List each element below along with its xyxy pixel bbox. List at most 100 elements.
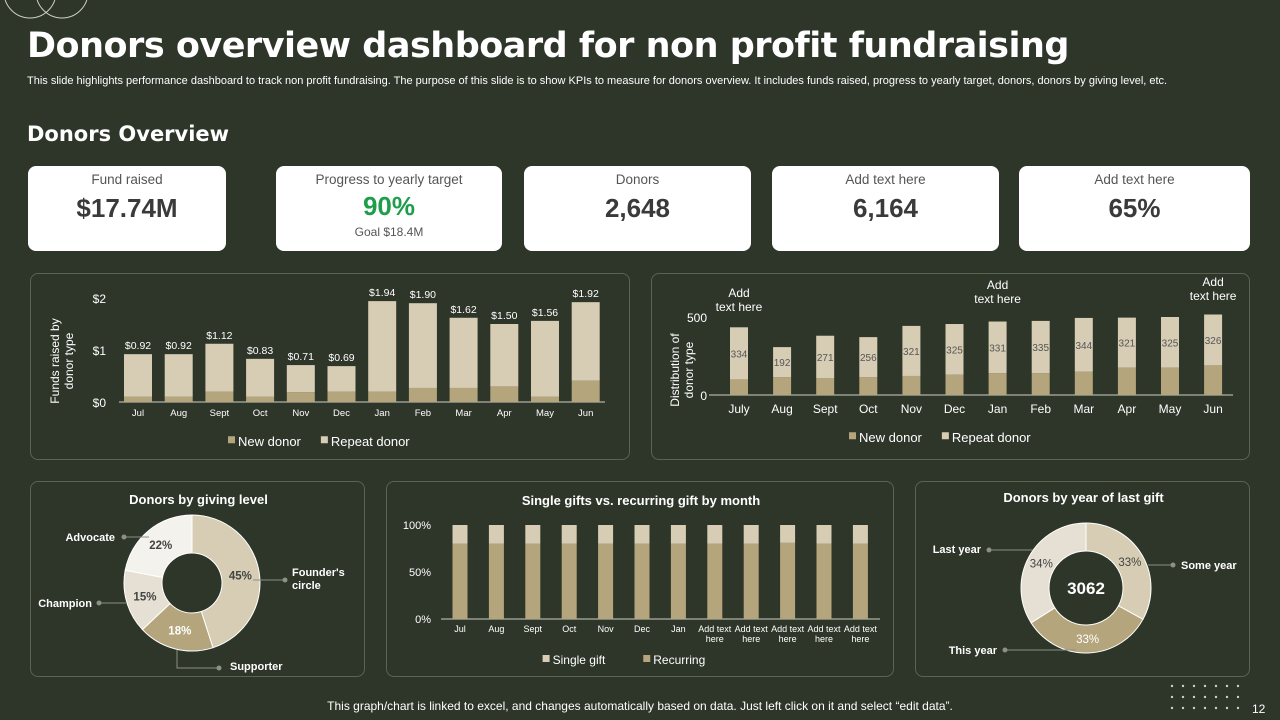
x-tick-line: here: [779, 634, 797, 644]
data-label: 344: [1075, 341, 1092, 352]
y-axis-label-line: Funds raised by: [48, 318, 62, 403]
slice-label: Advocate: [65, 532, 115, 544]
bar-new-donor: [1117, 367, 1136, 395]
bar-new-donor: [902, 375, 921, 395]
data-label: 321: [1119, 339, 1136, 350]
bar-recurring: [561, 543, 577, 619]
annotation-line: text here: [716, 300, 763, 314]
bar-new-donor: [988, 373, 1007, 395]
bar-recurring: [707, 543, 723, 619]
dot: [1236, 684, 1240, 688]
bar-new-donor: [327, 391, 356, 402]
donut-slice: [1085, 522, 1152, 620]
x-tick-line: Add text: [771, 624, 805, 634]
legend-label: Single gift: [553, 653, 606, 667]
bar-repeat-donor: [408, 303, 437, 388]
y-tick-label: $1: [93, 344, 107, 358]
data-label: 326: [1205, 336, 1222, 347]
chart-title: Donors by year of last gift: [1003, 490, 1164, 505]
leader-line: [176, 650, 219, 669]
bar-new-donor: [1031, 373, 1050, 395]
bar-repeat-donor: [730, 327, 748, 380]
y-tick-label: $2: [93, 292, 107, 306]
y-tick-label: 0: [700, 389, 707, 403]
bar-recurring: [816, 543, 832, 619]
bar-new-donor: [816, 377, 835, 395]
leader-dot: [96, 600, 102, 606]
year-of-last-gift-donut: Donors by year of last gift 33% Some year 3…: [915, 481, 1250, 677]
bar-single-gift: [634, 525, 650, 544]
data-label: $1.56: [532, 307, 558, 319]
bar-new-donor: [945, 374, 964, 395]
bar-single-gift: [525, 525, 541, 544]
decorative-dots-icon: [1170, 684, 1240, 710]
dot: [1225, 684, 1229, 688]
data-label: 256: [860, 353, 877, 364]
y-axis-label-line: donor type: [682, 341, 696, 398]
x-tick-label: Add text here: [735, 624, 769, 644]
x-tick-line: here: [742, 634, 760, 644]
dot: [1236, 695, 1240, 699]
dot: [1214, 695, 1218, 699]
dot: [1192, 695, 1196, 699]
x-tick-line: here: [815, 634, 833, 644]
bar-recurring: [598, 543, 614, 619]
y-axis-label-line: donor type: [62, 332, 76, 389]
kpi-value: 90%: [362, 191, 416, 221]
slice-label-line: Founder's: [292, 567, 345, 579]
annotation-line: Add: [1202, 275, 1223, 289]
x-tick-label: Jan: [671, 624, 686, 634]
donut-slice: [1020, 522, 1087, 624]
x-tick-line: here: [851, 634, 869, 644]
funds-by-donor-type-chart: $0 $1 $2 Funds raised bydonor type $0.92 Jul $…: [30, 273, 630, 460]
bar-repeat-donor: [1117, 317, 1136, 368]
slice-label: Some year: [1181, 560, 1237, 572]
x-tick-label: Nov: [598, 624, 615, 634]
slice-percent: 45%: [229, 570, 252, 582]
annotation-line: Add: [987, 278, 1008, 292]
dot: [1225, 695, 1229, 699]
bar-new-donor: [1074, 371, 1093, 395]
data-label: 335: [1032, 343, 1049, 354]
bar-new-donor: [1204, 365, 1223, 395]
page-title: Donors overview dashboard for non profit…: [27, 26, 1069, 66]
chart-title: Single gifts vs. recurring gift by month: [522, 493, 760, 508]
bar-repeat-donor: [1204, 314, 1223, 366]
bar-new-donor: [490, 386, 519, 402]
data-label: $1.92: [573, 288, 599, 300]
data-label: $0.92: [125, 340, 151, 352]
bar-new-donor: [408, 387, 437, 402]
slice-label: This year: [949, 645, 998, 657]
kpi-card-fund-raised: Fund raised $17.74M: [28, 166, 226, 251]
x-tick-label: Dec: [634, 624, 651, 634]
data-label: $1.94: [369, 287, 395, 299]
x-tick-label: Dec: [333, 408, 350, 419]
x-tick-label: Jul: [454, 624, 466, 634]
kpi-card-donors: Donors 2,648: [524, 166, 751, 251]
x-tick-label: Mar: [1073, 402, 1094, 416]
bar-new-donor: [773, 377, 792, 395]
chart-title: Donors by giving level: [129, 492, 268, 507]
leader-dot: [282, 577, 288, 583]
x-tick-label: Apr: [1118, 402, 1137, 416]
x-tick-label: Apr: [497, 408, 512, 419]
dot: [1203, 684, 1207, 688]
bar-single-gift: [743, 525, 759, 544]
bar-repeat-donor: [1161, 317, 1179, 368]
bar-recurring: [488, 543, 504, 619]
bar-single-gift: [816, 525, 832, 544]
y-tick-label: 0%: [415, 614, 431, 626]
y-axis-label-line: Distribution of: [668, 333, 682, 407]
section-title: Donors Overview: [27, 122, 230, 146]
bar-new-donor: [124, 396, 152, 402]
x-tick-line: Add text: [735, 624, 769, 634]
x-tick-label: Jun: [578, 408, 593, 419]
dot: [1203, 706, 1207, 710]
data-label: $1.12: [206, 330, 232, 342]
kpi-label: Add text here: [1094, 172, 1175, 187]
bar-repeat-donor: [449, 317, 478, 388]
dot: [1214, 706, 1218, 710]
dot: [1170, 684, 1174, 688]
bar-repeat-donor: [531, 320, 559, 397]
x-tick-label: Jul: [132, 408, 144, 419]
